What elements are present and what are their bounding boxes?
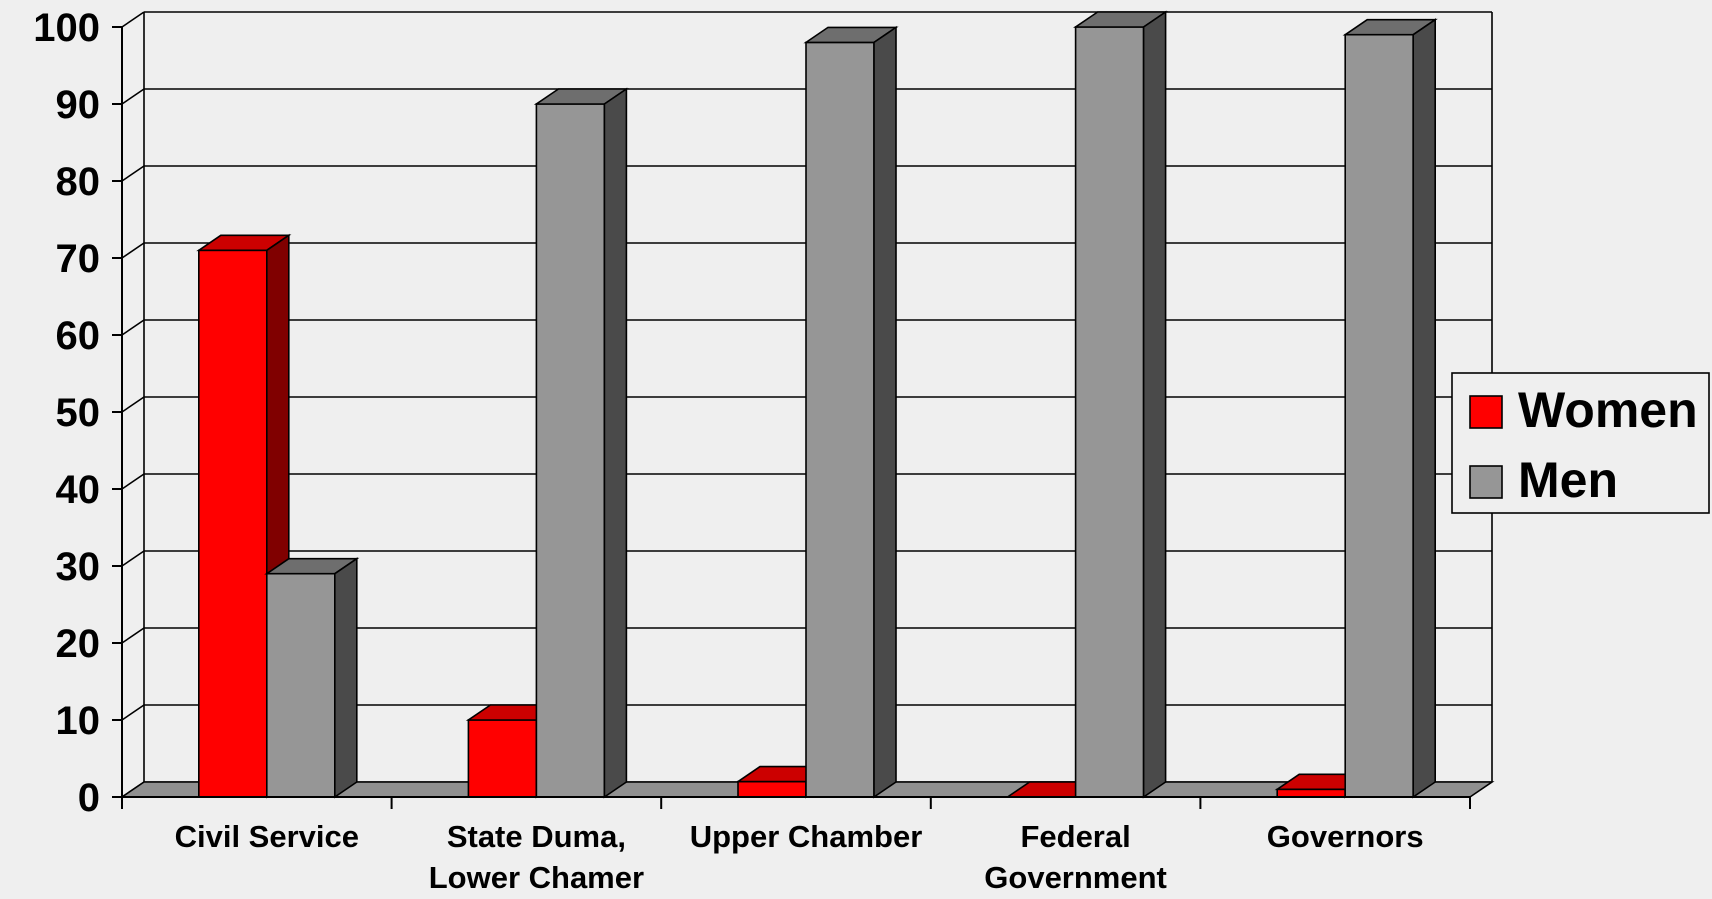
chart-bars [196, 10, 1438, 799]
legend-label-women: Women [1518, 382, 1698, 438]
legend: Women Men [1451, 372, 1710, 514]
side-wall-gridline [121, 165, 145, 182]
bar-side [333, 557, 358, 799]
x-tick-label: Civil Service [175, 819, 359, 854]
x-tick-label: Lower Chamer [429, 860, 644, 894]
bar-men [533, 87, 629, 799]
bar-front [265, 572, 336, 798]
bar-front [467, 719, 538, 798]
bar-side [603, 87, 628, 799]
legend-label-men: Men [1518, 452, 1618, 508]
bar-men [1342, 18, 1438, 799]
bar-side [1412, 18, 1436, 799]
y-tick-label: 60 [56, 314, 101, 358]
y-tick-label: 20 [56, 622, 101, 666]
y-tick-label: 40 [56, 468, 101, 512]
bar-front [1074, 26, 1145, 798]
chart-axes: 0 10 20 30 40 50 60 70 80 90 100 Civil Service State… [33, 6, 1471, 895]
x-tick-label: State Duma, [447, 819, 626, 854]
side-wall-gridline [121, 11, 145, 28]
bar-front [198, 249, 268, 798]
y-tick-label: 80 [56, 160, 101, 204]
x-tick-label: Governors [1267, 819, 1424, 854]
side-wall-gridline [121, 704, 145, 721]
bar-front [1276, 788, 1346, 798]
side-wall-gridline [121, 627, 145, 644]
y-tick-label: 50 [56, 391, 101, 435]
bar-side [873, 25, 897, 799]
side-wall-gridline [121, 319, 145, 336]
x-tick-label: Upper Chamber [690, 819, 923, 854]
legend-swatch-men [1469, 465, 1503, 499]
x-tick-label: Federal [1020, 819, 1130, 854]
side-wall-gridline [121, 396, 145, 413]
side-wall-gridline [121, 88, 145, 105]
bar-men [264, 557, 360, 799]
y-tick-label: 100 [33, 6, 100, 50]
side-wall-gridline [121, 242, 145, 259]
y-tick-label: 0 [78, 776, 100, 820]
bar-front [535, 103, 606, 798]
x-tick-label: Government [984, 860, 1167, 894]
y-tick-label: 30 [56, 545, 101, 589]
legend-swatch-women [1469, 395, 1503, 429]
y-tick-label: 70 [56, 237, 101, 281]
bar-men [1073, 10, 1169, 799]
bar-front [737, 780, 807, 798]
side-wall-gridline [121, 473, 145, 490]
side-wall-gridline [121, 550, 145, 567]
bar-front [805, 41, 875, 798]
bar-side [1142, 10, 1167, 799]
y-tick-label: 90 [56, 83, 101, 127]
bar-men [803, 25, 899, 799]
y-tick-label: 10 [56, 699, 101, 743]
bar-front [1344, 33, 1414, 798]
